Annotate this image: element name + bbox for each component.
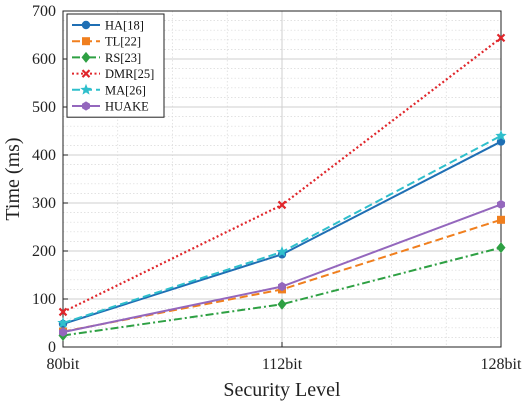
series-layer — [57, 33, 507, 341]
data-point — [57, 317, 69, 328]
series-dmr-25 — [58, 33, 506, 317]
data-point — [58, 307, 68, 317]
legend: HA[18] TL[22] RS[23] DMR[25] MA[26] HUAKE — [66, 13, 165, 118]
legend-item: HA[18] — [72, 19, 144, 33]
data-point — [496, 33, 506, 43]
legend-label: DMR[25] — [105, 67, 154, 81]
legend-item: DMR[25] — [72, 67, 154, 81]
legend-marker — [82, 37, 90, 46]
legend-marker — [82, 101, 90, 111]
data-point — [495, 129, 507, 141]
legend-label: TL[22] — [105, 35, 141, 49]
legend-item: TL[22] — [72, 35, 141, 49]
legend-marker — [81, 51, 91, 63]
legend-label: HUAKE — [105, 100, 149, 114]
y-tick-label: 0 — [48, 339, 56, 356]
axes: 0 100 200 300 400 500 600 700 80bit 112bit 128bit — [32, 3, 522, 373]
data-point — [276, 245, 288, 257]
legend-marker — [80, 83, 92, 95]
data-point — [277, 200, 287, 210]
y-tick-label: 700 — [32, 3, 56, 20]
x-tick-label: 80bit — [47, 356, 80, 373]
legend-marker — [81, 69, 91, 78]
legend-item: HUAKE — [72, 100, 149, 114]
y-tick-label: 400 — [32, 147, 56, 164]
y-tick-label: 300 — [32, 195, 56, 212]
series-line — [62, 246, 502, 337]
y-tick-label: 600 — [32, 51, 56, 68]
y-tick-label: 100 — [32, 291, 56, 308]
x-tick-label: 128bit — [481, 356, 522, 373]
x-tick-label: 112bit — [262, 356, 303, 373]
legend-label: HA[18] — [105, 19, 144, 33]
data-point — [497, 199, 505, 210]
legend-box — [66, 13, 165, 118]
legend-item: MA[26] — [72, 83, 146, 97]
y-tick-label: 500 — [32, 99, 56, 116]
data-point — [278, 281, 286, 292]
series-huake — [59, 199, 505, 337]
legend-label: MA[26] — [105, 83, 146, 97]
y-tick-label: 200 — [32, 243, 56, 260]
legend-item: RS[23] — [72, 51, 141, 65]
x-axis-title: Security Level — [223, 379, 341, 401]
series-ma-26 — [57, 129, 507, 328]
data-point — [497, 215, 505, 224]
legend-marker — [81, 20, 91, 30]
data-point — [59, 327, 67, 337]
data-point — [496, 242, 506, 254]
legend-label: RS[23] — [105, 51, 141, 65]
data-point — [277, 298, 287, 310]
y-axis-title: Time (ms) — [2, 137, 24, 220]
